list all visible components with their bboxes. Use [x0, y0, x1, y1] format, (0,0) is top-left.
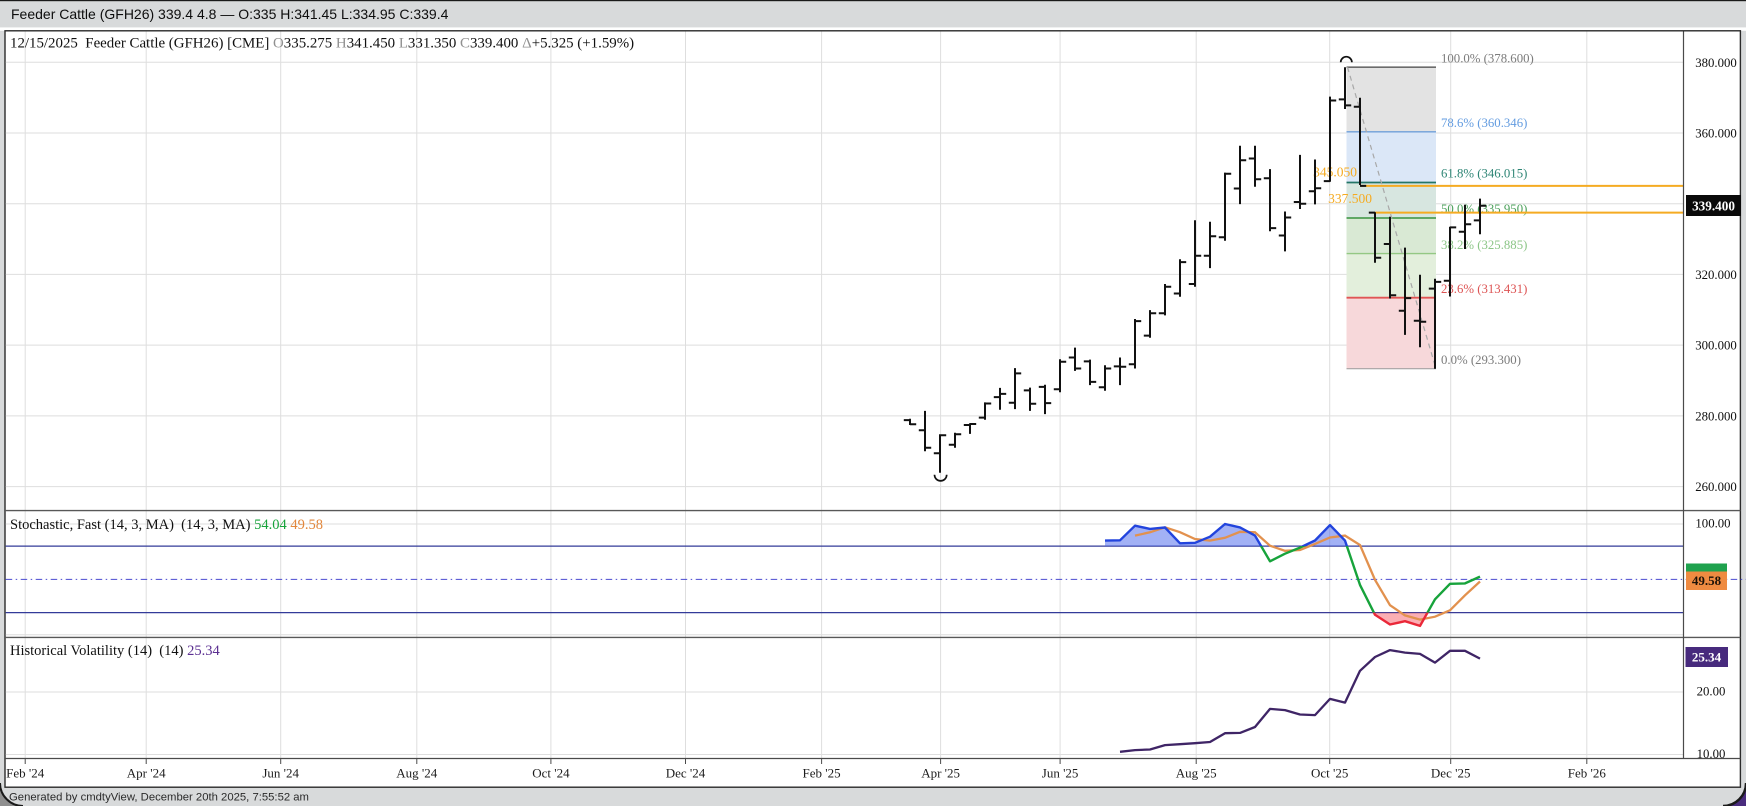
svg-text:339.400: 339.400: [1692, 198, 1735, 213]
svg-text:61.8% (346.015): 61.8% (346.015): [1441, 167, 1527, 181]
svg-text:Oct '25: Oct '25: [1311, 766, 1348, 781]
svg-text:Jun '24: Jun '24: [262, 766, 299, 781]
svg-text:Aug '24: Aug '24: [396, 766, 437, 781]
svg-text:Feeder Cattle (GFH26) 339.4 4.: Feeder Cattle (GFH26) 339.4 4.8 — O:335 …: [11, 6, 449, 22]
svg-text:345.050: 345.050: [1313, 164, 1357, 179]
svg-text:Generated by cmdtyView, Decemb: Generated by cmdtyView, December 20th 20…: [9, 792, 309, 804]
svg-text:260.000: 260.000: [1695, 480, 1737, 494]
svg-text:Dec '24: Dec '24: [666, 766, 706, 781]
svg-text:20.00: 20.00: [1697, 685, 1726, 699]
svg-text:300.000: 300.000: [1695, 339, 1737, 353]
svg-text:38.2% (325.885): 38.2% (325.885): [1441, 238, 1527, 252]
svg-text:Feb '25: Feb '25: [803, 766, 841, 781]
svg-text:100.0% (378.600): 100.0% (378.600): [1441, 51, 1534, 65]
svg-text:Stochastic, Fast (14, 3, MA): Stochastic, Fast (14, 3, MA) (14, 3, MA)…: [10, 517, 323, 533]
svg-text:320.000: 320.000: [1695, 268, 1737, 282]
svg-text:100.00: 100.00: [1695, 516, 1730, 530]
svg-text:380.000: 380.000: [1695, 56, 1737, 70]
svg-text:12/15/2025 Feeder Cattle (GFH: 12/15/2025 Feeder Cattle (GFH26) [CME] O…: [10, 36, 634, 52]
svg-text:49.58: 49.58: [1692, 573, 1722, 588]
svg-text:50.0% (335.950): 50.0% (335.950): [1441, 202, 1527, 216]
svg-text:Feb '26: Feb '26: [1568, 766, 1607, 781]
svg-text:Dec '25: Dec '25: [1431, 766, 1471, 781]
svg-text:10.00: 10.00: [1697, 747, 1726, 761]
svg-text:Historical Volatility (14) (1: Historical Volatility (14) (14) 25.34: [10, 643, 220, 659]
svg-text:23.6% (313.431): 23.6% (313.431): [1441, 282, 1527, 296]
svg-text:337.500: 337.500: [1328, 191, 1372, 206]
svg-text:Jun '25: Jun '25: [1042, 766, 1079, 781]
svg-text:Apr '24: Apr '24: [127, 766, 166, 781]
svg-text:25.34: 25.34: [1692, 650, 1722, 665]
svg-text:78.6% (360.346): 78.6% (360.346): [1441, 116, 1527, 130]
svg-text:Feb '24: Feb '24: [6, 766, 45, 781]
svg-text:360.000: 360.000: [1695, 127, 1737, 141]
svg-text:280.000: 280.000: [1695, 410, 1737, 424]
svg-text:Apr '25: Apr '25: [921, 766, 960, 781]
svg-text:0.0% (293.300): 0.0% (293.300): [1441, 353, 1521, 367]
svg-text:Oct '24: Oct '24: [532, 766, 570, 781]
svg-text:Aug '25: Aug '25: [1176, 766, 1217, 781]
